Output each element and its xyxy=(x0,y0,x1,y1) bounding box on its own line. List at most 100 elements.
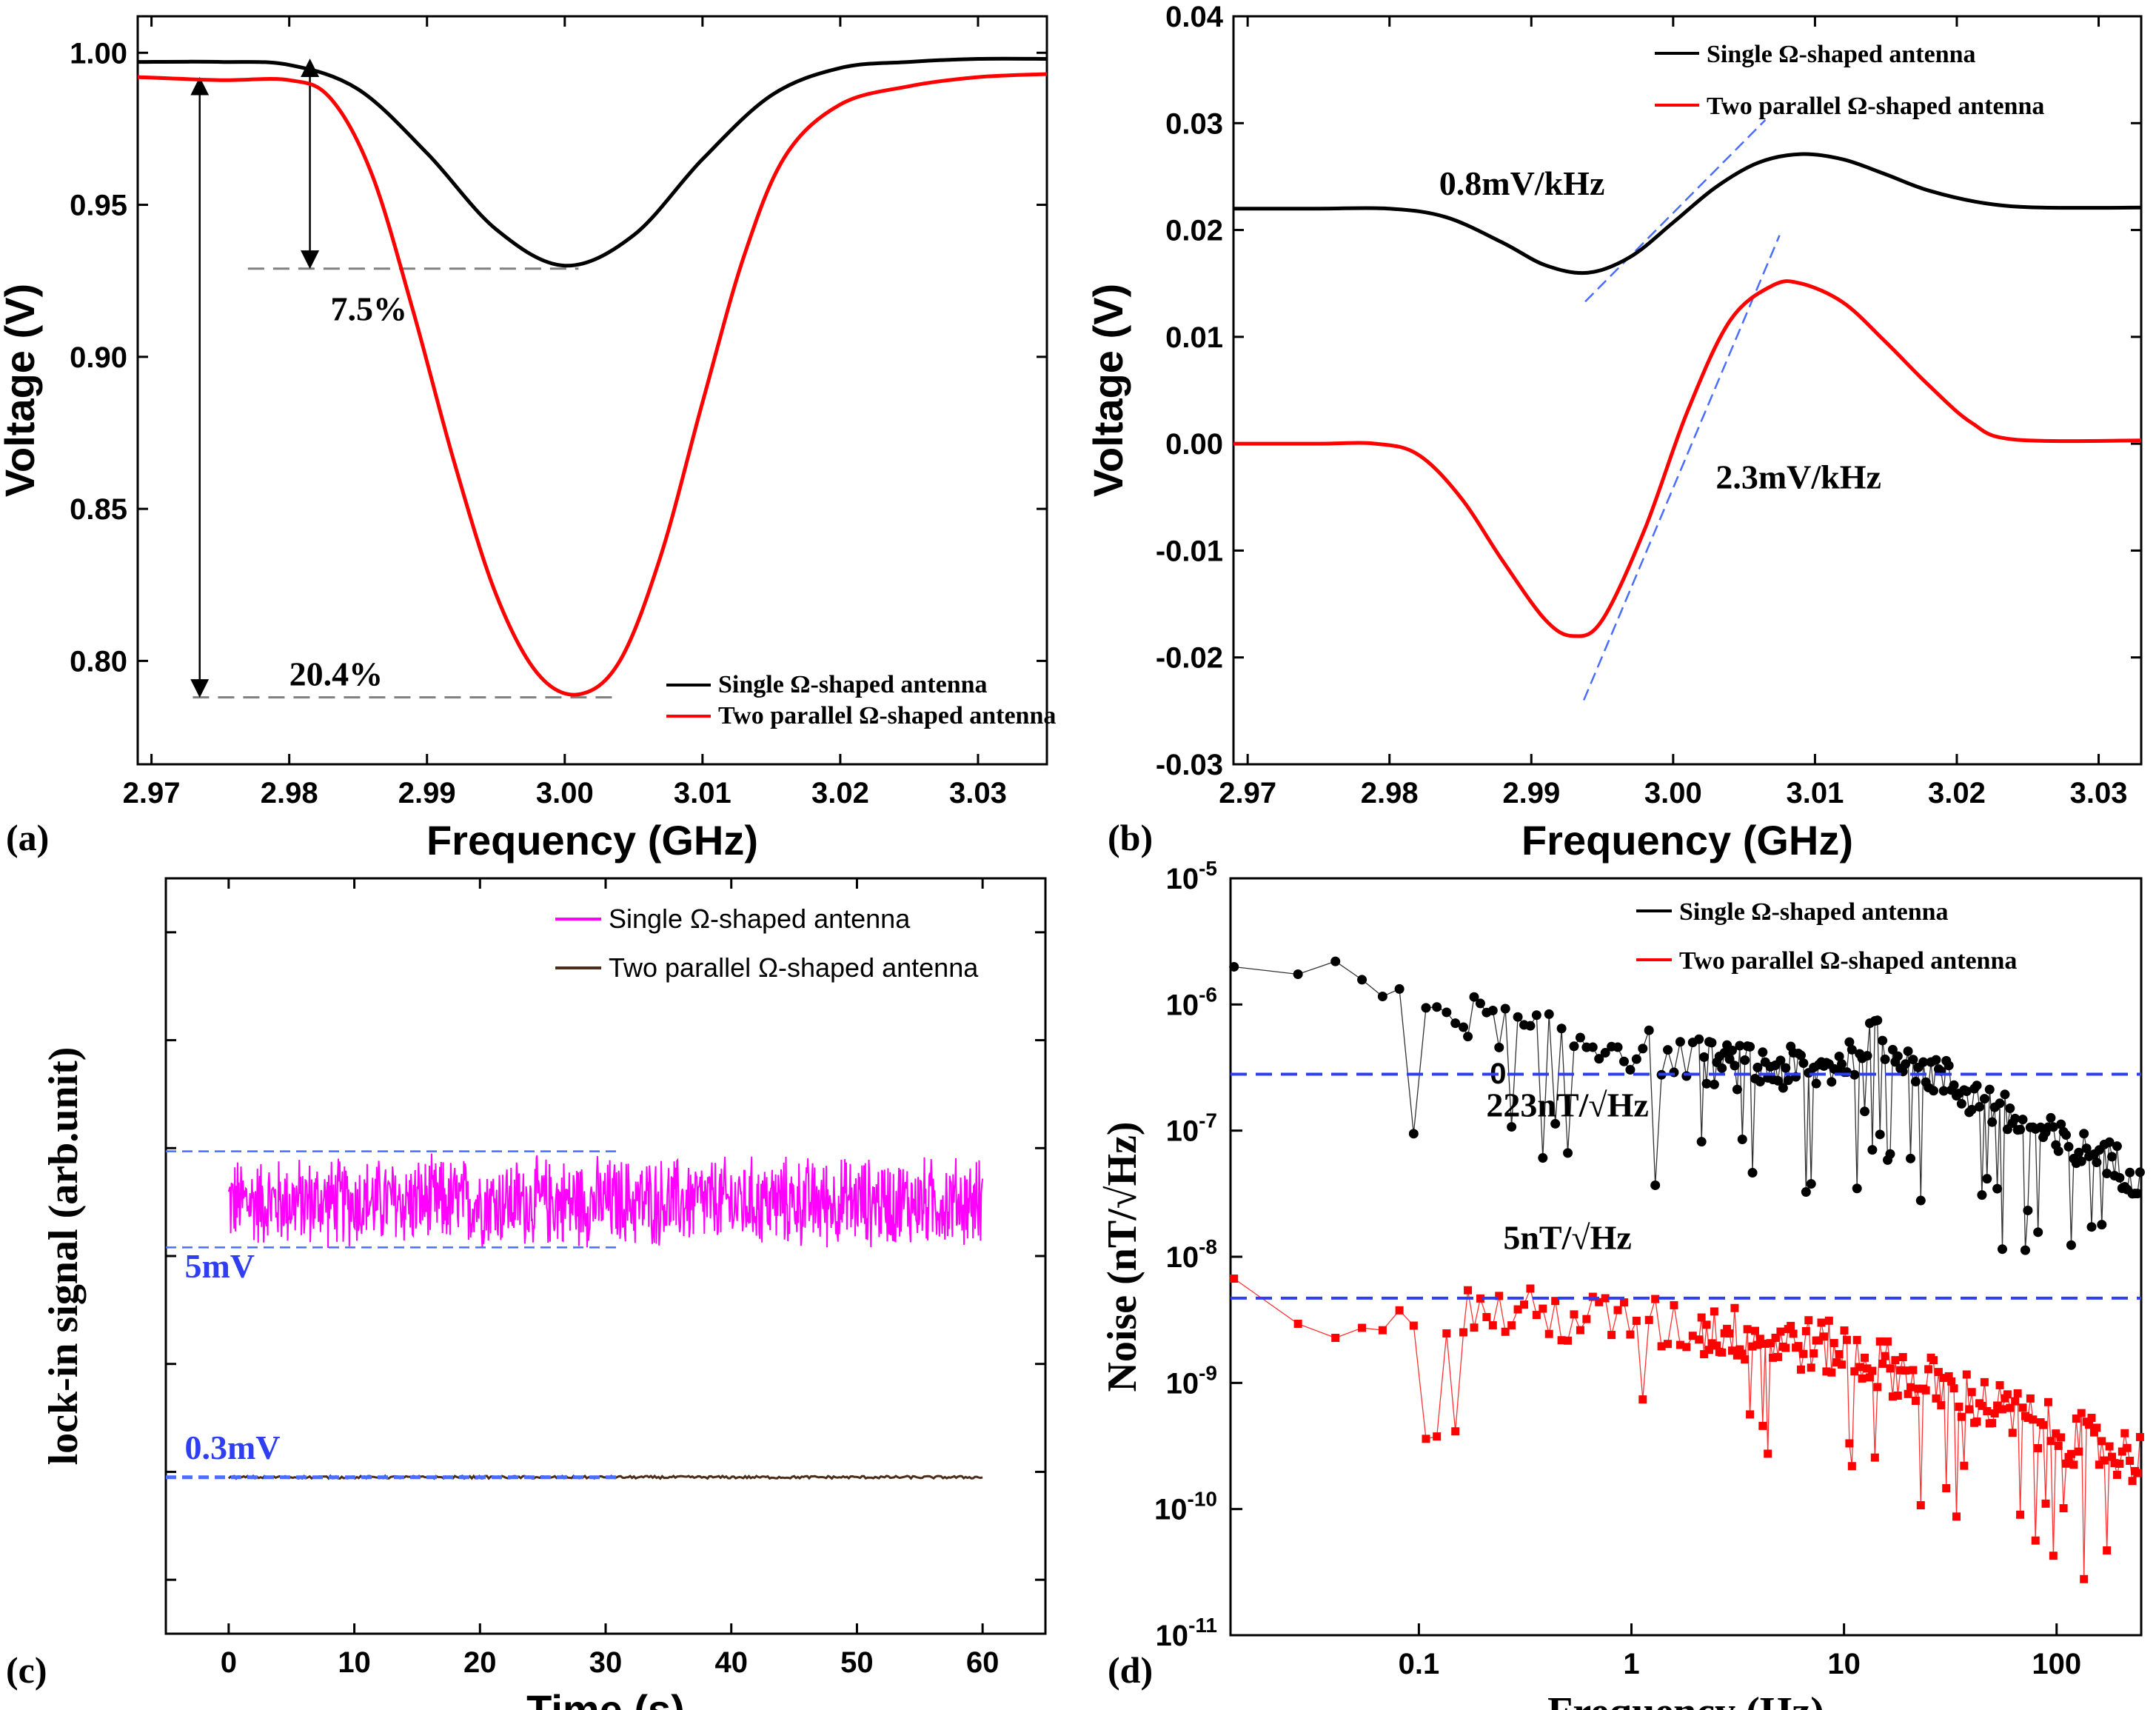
plot-frame xyxy=(1229,877,2143,1637)
data-point xyxy=(1422,1435,1430,1443)
data-point xyxy=(1787,1321,1795,1330)
data-point xyxy=(1408,1129,1419,1139)
data-point xyxy=(1741,1355,1750,1364)
data-point xyxy=(1576,1326,1584,1335)
x-tick-label: 3.01 xyxy=(674,777,732,809)
panel-label: (d) xyxy=(1108,1649,1153,1691)
data-point xyxy=(1966,1104,1977,1115)
data-point xyxy=(1688,1332,1697,1340)
data-point xyxy=(1544,1009,1554,1019)
data-point xyxy=(1758,1421,1767,1430)
data-point xyxy=(2039,1420,2048,1429)
data-point xyxy=(1595,1297,1604,1306)
legend: Single Ω-shaped antenna Two parallel Ω-sh… xyxy=(1636,898,2017,975)
data-point xyxy=(2066,1449,2075,1458)
data-point xyxy=(1795,1050,1806,1061)
data-point xyxy=(1501,1327,1510,1336)
data-point xyxy=(2046,1437,2055,1446)
data-point xyxy=(2072,1415,2080,1423)
legend: Single Ω-shaped antenna Two parallel Ω-sh… xyxy=(1655,41,2044,120)
data-point xyxy=(1409,1321,1418,1330)
y-tick-label: -0.02 xyxy=(1156,642,1223,675)
data-point xyxy=(1881,1352,1889,1360)
data-point xyxy=(2053,1146,2063,1156)
data-point xyxy=(2081,1143,2092,1154)
data-point xyxy=(2034,1443,2043,1452)
data-point xyxy=(1487,1005,1498,1015)
data-point xyxy=(1967,1388,1976,1397)
data-point xyxy=(1838,1360,1847,1369)
series-single-antenna xyxy=(1233,152,2142,275)
data-point xyxy=(1664,1340,1673,1349)
data-point xyxy=(1781,1343,1790,1352)
y-tick-label: 0.00 xyxy=(1165,428,1223,461)
data-point xyxy=(1752,1062,1763,1072)
data-point xyxy=(1495,1292,1504,1300)
data-point xyxy=(1977,1190,1987,1200)
data-point xyxy=(2112,1470,2121,1479)
data-point xyxy=(1657,1342,1666,1351)
annotation: 0.8mV/kHz xyxy=(1439,164,1605,202)
data-point xyxy=(1924,1365,1933,1374)
y-tick-label: 0.90 xyxy=(70,341,127,374)
y-tick-label: 10-9 xyxy=(1166,1361,1217,1400)
data-point xyxy=(1556,1023,1567,1034)
x-axis-label: Time (s) xyxy=(526,1686,685,1710)
data-point xyxy=(1755,1335,1764,1343)
data-point xyxy=(1892,1051,1903,1061)
data-point xyxy=(1884,1337,1892,1346)
data-point xyxy=(2077,1409,2086,1417)
panel-c: 0 10 20 30 40 50 60 Time (s) lock-in signal (arb… xyxy=(6,877,1047,1710)
data-point xyxy=(1699,1052,1710,1062)
data-point xyxy=(2029,1415,2038,1424)
data-point xyxy=(1750,1326,1759,1335)
data-point xyxy=(2098,1437,2106,1446)
data-point xyxy=(1769,1353,1778,1362)
data-point xyxy=(1551,1297,1560,1306)
data-point xyxy=(1626,1330,1635,1339)
data-point xyxy=(1526,1284,1535,1293)
data-point xyxy=(1631,1054,1641,1064)
data-point xyxy=(2018,1403,2027,1412)
data-point xyxy=(1747,1167,1758,1178)
data-point xyxy=(1735,1041,1745,1051)
data-point xyxy=(1891,1356,1900,1365)
data-point xyxy=(1758,1047,1768,1058)
data-point xyxy=(1601,1294,1610,1303)
x-tick-label: 40 xyxy=(714,1646,748,1679)
data-point xyxy=(2110,1459,2119,1468)
data-point xyxy=(1974,1102,1984,1112)
data-point xyxy=(1944,1061,1954,1071)
plot-frame xyxy=(164,877,1047,1635)
data-point xyxy=(1904,1389,1912,1398)
data-point xyxy=(2095,1460,2103,1469)
data-point xyxy=(2092,1423,2101,1432)
data-point xyxy=(1845,1439,1854,1448)
data-point xyxy=(1811,1078,1821,1089)
data-point xyxy=(1563,1148,1573,1158)
series-line xyxy=(1233,1278,2141,1580)
legend: Single Ω-shaped antenna Two parallel Ω-sh… xyxy=(555,904,979,983)
tangent-line xyxy=(1583,235,1781,701)
data-point xyxy=(1730,1303,1739,1312)
data-point xyxy=(1901,1059,1911,1069)
data-point xyxy=(2079,1129,2089,1139)
data-point xyxy=(1844,1037,1855,1047)
data-point xyxy=(1638,1043,1648,1054)
data-point xyxy=(2069,1460,2078,1469)
data-point xyxy=(2103,1546,2112,1555)
annotation: 7.5% xyxy=(330,290,407,328)
data-point xyxy=(1482,1312,1491,1321)
x-tick-label: 3.00 xyxy=(536,777,594,809)
data-point xyxy=(1704,1346,1713,1355)
data-point xyxy=(2066,1240,2076,1250)
data-point xyxy=(1619,1298,1628,1307)
data-point xyxy=(1835,1350,1844,1359)
data-point xyxy=(1801,1186,1811,1197)
data-point xyxy=(2089,1428,2098,1437)
data-point xyxy=(1735,1345,1744,1354)
y-tick-label: 0.01 xyxy=(1165,321,1223,354)
data-point xyxy=(1713,1341,1721,1350)
data-point xyxy=(1587,1042,1598,1052)
